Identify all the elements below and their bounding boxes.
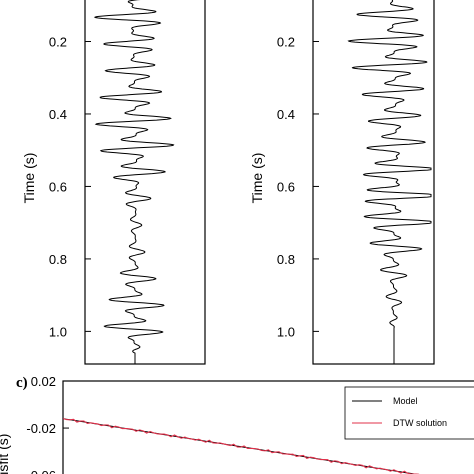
panel-a-yticks: 0.2 0.4 0.6 0.8 1.0 bbox=[49, 34, 91, 339]
ytick-label: 0.4 bbox=[49, 107, 67, 122]
panel-a: Time (s) 0.2 0.4 0.6 0.8 1.0 bbox=[21, 0, 206, 365]
panel-b: Time (s) 0.2 0.4 0.6 0.8 1.0 bbox=[249, 0, 435, 365]
panel-c: c) Misfit (s) 0.02 -0.02 -0.06 Model DTW s… bbox=[0, 374, 474, 474]
ytick-label: 0.2 bbox=[277, 34, 295, 49]
panel-c-ylabel: Misfit (s) bbox=[0, 434, 11, 474]
panel-b-ylabel: Time (s) bbox=[249, 153, 265, 204]
legend-box bbox=[344, 386, 474, 440]
panel-a-frame bbox=[84, 0, 206, 365]
ytick-label: 0.6 bbox=[49, 179, 67, 194]
legend: Model DTW solution bbox=[344, 386, 474, 440]
ytick-label: 0.2 bbox=[49, 34, 67, 49]
legend-label-model: Model bbox=[393, 396, 418, 406]
panel-a-ylabel: Time (s) bbox=[21, 153, 37, 204]
ytick-label: 1.0 bbox=[49, 324, 67, 339]
ytick-label: 0.6 bbox=[277, 179, 295, 194]
ytick-label: 1.0 bbox=[277, 324, 295, 339]
ytick-label: -0.02 bbox=[26, 421, 56, 436]
panel-b-yticks: 0.2 0.4 0.6 0.8 1.0 bbox=[277, 34, 319, 339]
panel-a-trace bbox=[93, 0, 175, 364]
ytick-label: 0.4 bbox=[277, 107, 295, 122]
ytick-label: -0.06 bbox=[26, 468, 56, 474]
panel-c-label: c) bbox=[16, 375, 28, 391]
panel-b-trace bbox=[347, 0, 432, 364]
panel-b-frame bbox=[312, 0, 435, 365]
series-dtw-line bbox=[63, 418, 420, 474]
ytick-label: 0.02 bbox=[31, 374, 56, 389]
ytick-label: 0.8 bbox=[49, 252, 67, 267]
panel-c-frame bbox=[62, 380, 474, 474]
legend-label-dtw: DTW solution bbox=[393, 418, 447, 428]
ytick-label: 0.8 bbox=[277, 252, 295, 267]
panel-c-yticks: 0.02 -0.02 -0.06 bbox=[26, 374, 69, 474]
